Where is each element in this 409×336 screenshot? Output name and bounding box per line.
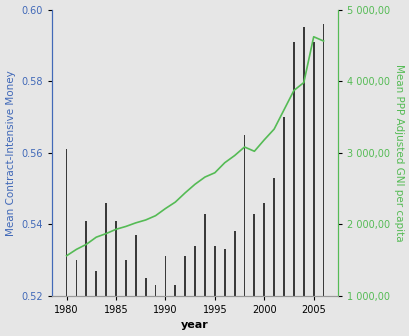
Bar bbox=[135, 235, 136, 296]
Bar bbox=[322, 24, 324, 296]
Bar bbox=[75, 260, 77, 296]
Bar bbox=[105, 203, 107, 296]
Bar bbox=[302, 28, 304, 296]
Bar bbox=[154, 285, 156, 296]
Bar bbox=[125, 260, 126, 296]
Bar bbox=[184, 256, 186, 296]
Bar bbox=[223, 249, 225, 296]
Bar bbox=[85, 221, 87, 296]
Bar bbox=[95, 271, 97, 296]
Y-axis label: Mean Contract-Intensive Money: Mean Contract-Intensive Money bbox=[6, 70, 16, 236]
Bar bbox=[115, 221, 117, 296]
Bar bbox=[283, 117, 284, 296]
Bar bbox=[312, 42, 314, 296]
X-axis label: year: year bbox=[181, 321, 209, 330]
Y-axis label: Mean PPP Adjusted GNI per capita: Mean PPP Adjusted GNI per capita bbox=[393, 64, 403, 242]
Bar bbox=[292, 42, 294, 296]
Bar bbox=[213, 246, 215, 296]
Bar bbox=[65, 149, 67, 296]
Bar bbox=[233, 232, 235, 296]
Bar bbox=[243, 135, 245, 296]
Bar bbox=[164, 256, 166, 296]
Bar bbox=[194, 246, 196, 296]
Bar bbox=[174, 285, 176, 296]
Bar bbox=[273, 178, 274, 296]
Bar bbox=[144, 278, 146, 296]
Bar bbox=[253, 214, 255, 296]
Bar bbox=[204, 214, 205, 296]
Bar bbox=[263, 203, 265, 296]
